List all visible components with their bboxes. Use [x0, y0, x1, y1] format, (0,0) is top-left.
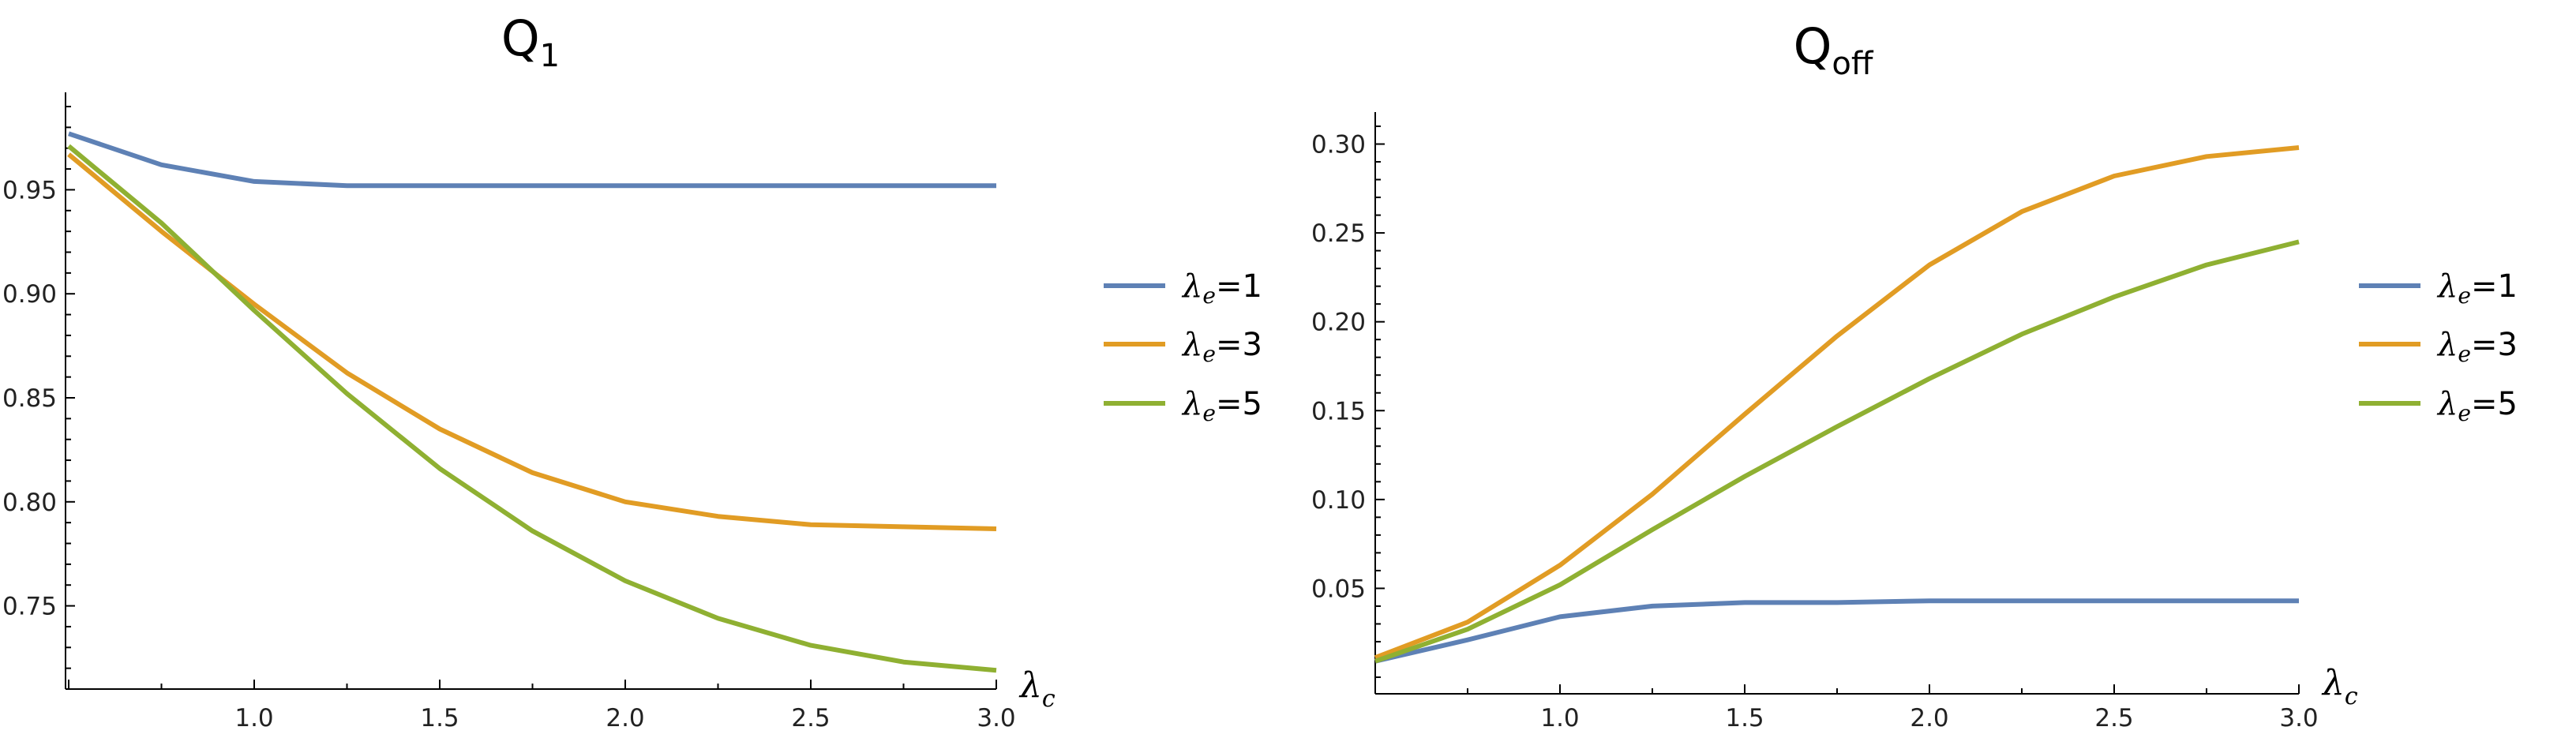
y-tick-label: 0.90	[2, 280, 57, 309]
x-tick-label: 2.5	[2094, 704, 2133, 732]
chart-panel-q1: Q1 1.0 1.5 2.0 2.5 3.0 0.75 0.80 0.85 0.90 0.95 λc λ…	[2, 9, 1262, 732]
legend-label: λe=3	[1181, 327, 1262, 367]
legend-label: λe=1	[1181, 268, 1262, 309]
x-tick-label: 2.0	[1910, 704, 1948, 732]
y-tick-label: 0.25	[1311, 219, 1366, 248]
legend-label: λe=5	[1181, 386, 1262, 426]
y-tick-label: 0.15	[1311, 397, 1366, 425]
legend: λe=1 λe=3 λe=5	[1104, 268, 1262, 426]
x-tick-label: 1.5	[420, 704, 459, 732]
y-tick-label: 0.05	[1311, 575, 1366, 603]
y-tick-label: 0.80	[2, 489, 57, 517]
legend-label: λe=3	[2436, 327, 2518, 367]
x-tick-label: 2.0	[606, 704, 644, 732]
y-tick-label: 0.30	[1311, 131, 1366, 159]
y-tick-label: 0.95	[2, 176, 57, 204]
x-tick-label: 3.0	[977, 704, 1015, 732]
series-line-lambda-e-5	[1374, 239, 2300, 664]
series-line-lambda-e-1	[1374, 598, 2299, 664]
legend-label: λe=5	[2436, 386, 2518, 426]
y-tick-label: 0.20	[1311, 309, 1366, 337]
x-tick-label: 3.0	[2279, 704, 2318, 732]
series-line-lambda-e-3	[67, 152, 997, 531]
x-axis-label: λc	[1018, 665, 1056, 713]
chart-title: Qoff	[1794, 17, 1874, 82]
x-axis-label: λc	[2321, 663, 2358, 710]
y-tick-label: 0.85	[2, 384, 57, 413]
chart-title: Q1	[501, 9, 560, 74]
series-line-lambda-e-3	[1374, 145, 2300, 661]
y-tick-label: 0.10	[1311, 486, 1366, 515]
x-tick-label: 1.0	[1540, 704, 1579, 732]
y-tick-label: 0.75	[2, 593, 57, 621]
x-tick-label: 1.0	[234, 704, 273, 732]
legend: λe=1 λe=3 λe=5	[2359, 268, 2518, 426]
x-tick-label: 1.5	[1725, 704, 1764, 732]
legend-label: λe=1	[2436, 268, 2518, 309]
x-tick-label: 2.5	[791, 704, 830, 732]
series-line-lambda-e-5	[67, 144, 997, 673]
chart-panel-qoff: Qoff 1.0 1.5 2.0 2.5 3.0 0.05 0.10 0.15 0.20 0.25 0…	[1311, 17, 2518, 732]
series-line-lambda-e-1	[68, 131, 996, 189]
